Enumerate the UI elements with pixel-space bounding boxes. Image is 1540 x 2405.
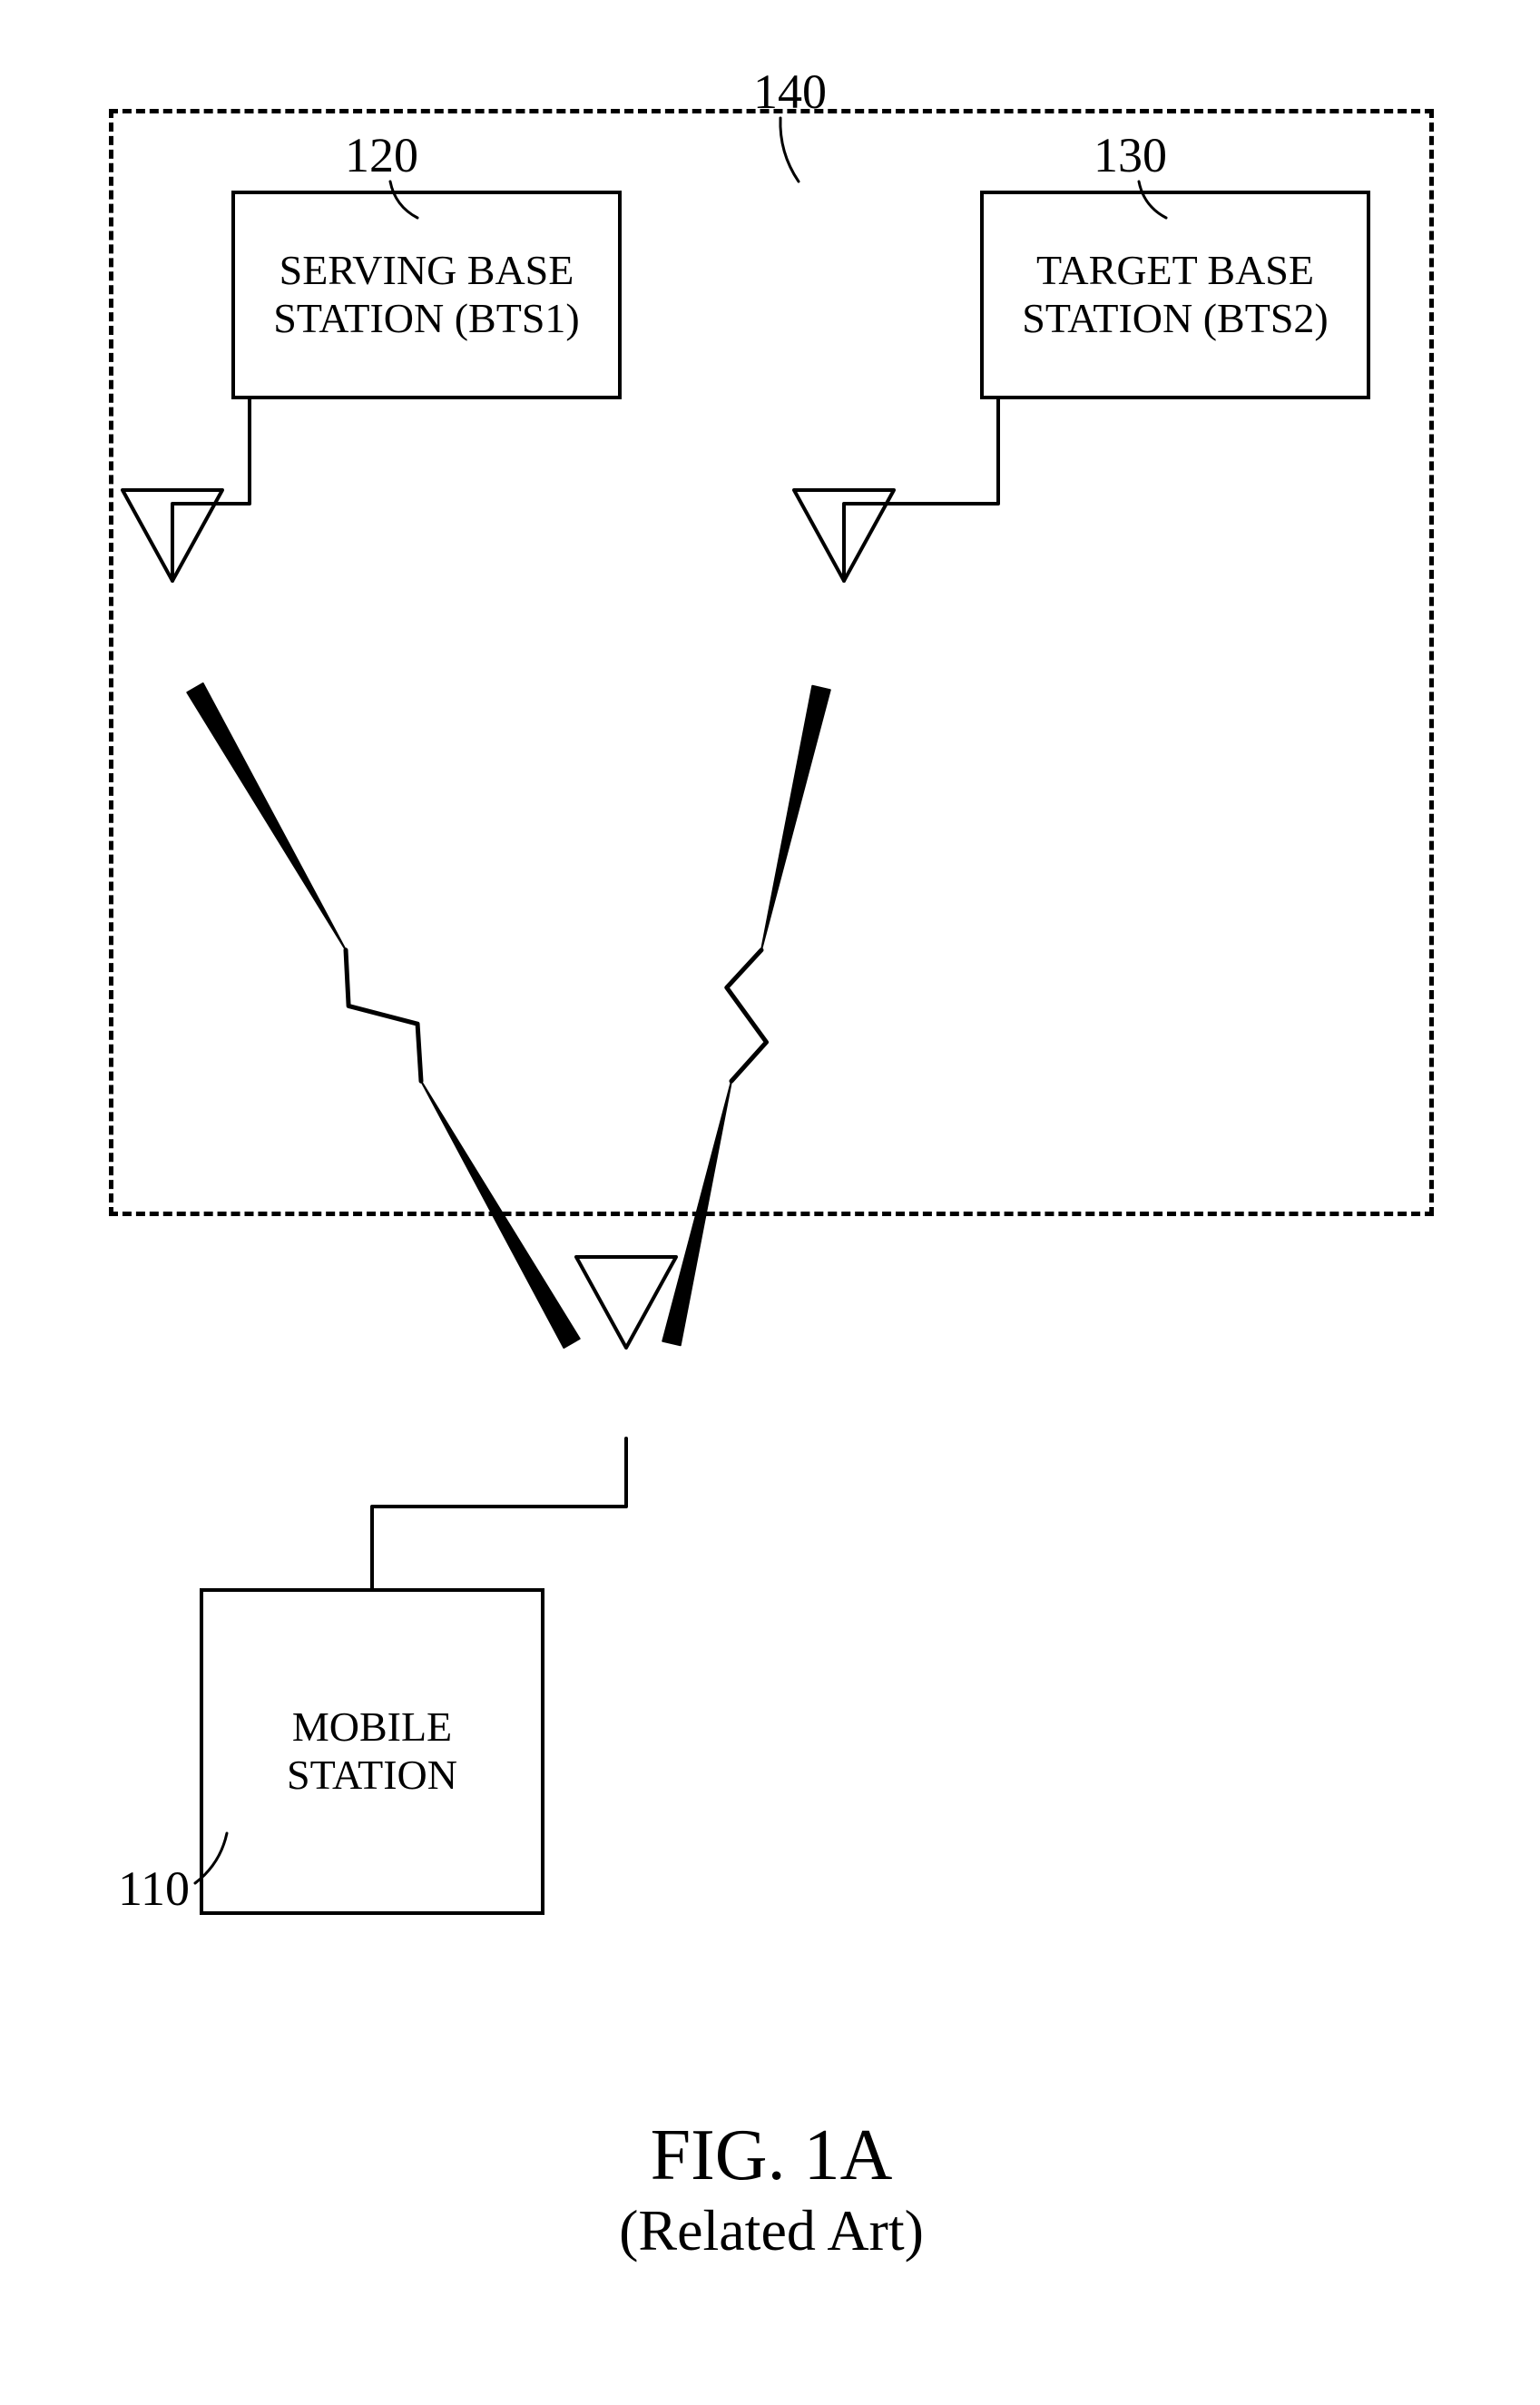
diagram-svg	[0, 0, 1540, 2405]
